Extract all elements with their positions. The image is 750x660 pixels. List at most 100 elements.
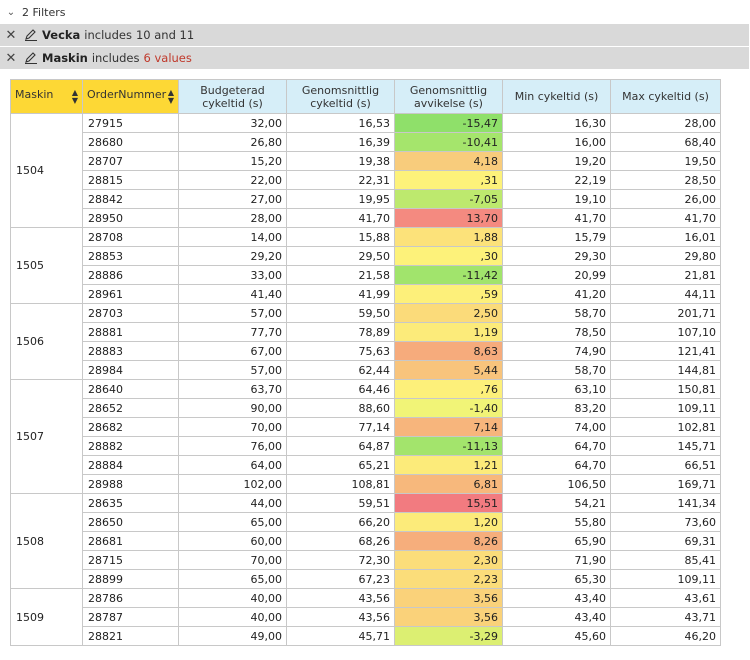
filter-row[interactable]: ✕ Maskin includes 6 values: [0, 47, 749, 69]
avg-cycle-cell: 59,51: [286, 493, 395, 513]
budget-cell: 49,00: [178, 626, 287, 646]
min-cycle-cell: 43,40: [502, 607, 611, 627]
avg-deviation-cell: 1,19: [394, 322, 503, 342]
order-number-cell: 28680: [82, 132, 179, 152]
max-cycle-cell: 144,81: [610, 360, 721, 380]
close-icon[interactable]: ✕: [5, 50, 17, 66]
max-cycle-cell: 19,50: [610, 151, 721, 171]
budget-cell: 102,00: [178, 474, 287, 494]
avg-cycle-cell: 78,89: [286, 322, 395, 342]
min-cycle-cell: 19,10: [502, 189, 611, 209]
min-cycle-cell: 83,20: [502, 398, 611, 418]
min-cycle-cell: 78,50: [502, 322, 611, 342]
max-cycle-cell: 44,11: [610, 284, 721, 304]
close-icon[interactable]: ✕: [5, 27, 17, 43]
avg-deviation-cell: ,59: [394, 284, 503, 304]
max-cycle-cell: 28,00: [610, 113, 721, 133]
avg-deviation-cell: 8,26: [394, 531, 503, 551]
order-number-cell: 28899: [82, 569, 179, 589]
max-cycle-cell: 121,41: [610, 341, 721, 361]
avg-cycle-cell: 15,88: [286, 227, 395, 247]
pencil-icon[interactable]: [20, 29, 42, 41]
maskin-cell: 1507: [10, 379, 83, 494]
budget-cell: 57,00: [178, 360, 287, 380]
avg-deviation-cell: -15,47: [394, 113, 503, 133]
avg-cycle-cell: 21,58: [286, 265, 395, 285]
filters-header[interactable]: ⌄ 2 Filters: [0, 0, 750, 24]
table-row: 28884 64,00 65,21 1,21 64,70 66,51: [11, 455, 721, 475]
filter-condition: includes: [91, 51, 140, 65]
max-cycle-cell: 41,70: [610, 208, 721, 228]
avg-cycle-cell: 62,44: [286, 360, 395, 380]
order-number-cell: 28815: [82, 170, 179, 190]
column-header-min-cykeltid[interactable]: Min cykeltid (s): [502, 79, 611, 114]
table-row: 1508 28635 44,00 59,51 15,51 54,21 141,34: [10, 493, 721, 589]
avg-deviation-cell: 1,88: [394, 227, 503, 247]
maskin-cell: 1506: [10, 303, 83, 380]
avg-cycle-cell: 75,63: [286, 341, 395, 361]
table-row: 28650 65,00 66,20 1,20 55,80 73,60: [11, 512, 721, 532]
avg-deviation-cell: ,30: [394, 246, 503, 266]
min-cycle-cell: 54,21: [502, 493, 611, 513]
avg-deviation-cell: 1,21: [394, 455, 503, 475]
max-cycle-cell: 21,81: [610, 265, 721, 285]
table-row: 28961 41,40 41,99,59 41,20 44,11: [11, 284, 721, 304]
sort-icon[interactable]: ▲ ▼: [167, 88, 174, 105]
column-header-maskin[interactable]: Maskin ▲ ▼: [10, 79, 83, 114]
filter-row[interactable]: ✕ Vecka includes 10 and 11: [0, 24, 749, 46]
chevron-down-icon[interactable]: ⌄: [6, 6, 16, 18]
avg-cycle-cell: 19,38: [286, 151, 395, 171]
avg-deviation-cell: 2,23: [394, 569, 503, 589]
order-number-cell: 28787: [82, 607, 179, 627]
avg-cycle-cell: 72,30: [286, 550, 395, 570]
budget-cell: 63,70: [178, 379, 287, 399]
avg-cycle-cell: 88,60: [286, 398, 395, 418]
pencil-icon[interactable]: [20, 52, 42, 64]
column-header-ordernummer[interactable]: OrderNummer ▲ ▼: [82, 79, 179, 114]
min-cycle-cell: 74,00: [502, 417, 611, 437]
order-number-cell: 28650: [82, 512, 179, 532]
table-row: 28707 15,20 19,38 4,18 19,20 19,50: [11, 151, 721, 171]
min-cycle-cell: 58,70: [502, 303, 611, 323]
column-header-max-cykeltid[interactable]: Max cykeltid (s): [610, 79, 721, 114]
min-cycle-cell: 41,20: [502, 284, 611, 304]
avg-cycle-cell: 65,21: [286, 455, 395, 475]
filter-field: Vecka: [42, 28, 81, 42]
order-number-cell: 28961: [82, 284, 179, 304]
min-cycle-cell: 74,90: [502, 341, 611, 361]
filter-value: 6 values: [143, 51, 192, 65]
column-header-budgeterad[interactable]: Budgeterad cykeltid (s): [178, 79, 287, 114]
order-number-cell: 28715: [82, 550, 179, 570]
avg-deviation-cell: -1,40: [394, 398, 503, 418]
budget-cell: 77,70: [178, 322, 287, 342]
order-number-cell: 28682: [82, 417, 179, 437]
avg-cycle-cell: 22,31: [286, 170, 395, 190]
budget-cell: 29,20: [178, 246, 287, 266]
min-cycle-cell: 45,60: [502, 626, 611, 646]
order-number-cell: 28681: [82, 531, 179, 551]
avg-cycle-cell: 67,23: [286, 569, 395, 589]
min-cycle-cell: 16,00: [502, 132, 611, 152]
max-cycle-cell: 16,01: [610, 227, 721, 247]
sort-icon[interactable]: ▲ ▼: [71, 88, 78, 105]
column-header-genomsnittlig-cykeltid[interactable]: Genomsnittlig cykeltid (s): [286, 79, 395, 114]
min-cycle-cell: 15,79: [502, 227, 611, 247]
avg-cycle-cell: 29,50: [286, 246, 395, 266]
max-cycle-cell: 26,00: [610, 189, 721, 209]
filter-condition: includes: [84, 28, 132, 42]
filter-field: Maskin: [42, 51, 88, 65]
table-row: 28886 33,00 21,58 -11,42 20,99 21,81: [11, 265, 721, 285]
max-cycle-cell: 169,71: [610, 474, 721, 494]
table-row: 28881 77,70 78,89 1,19 78,50 107,10: [11, 322, 721, 342]
pivot-table-container: Maskin ▲ ▼ OrderNummer ▲ ▼ Budgeterad cyke…: [10, 79, 721, 646]
min-cycle-cell: 29,30: [502, 246, 611, 266]
avg-deviation-cell: 5,44: [394, 360, 503, 380]
budget-cell: 33,00: [178, 265, 287, 285]
order-number-cell: 28984: [82, 360, 179, 380]
table-row: 28950 28,00 41,70 13,70 41,70 41,70: [11, 208, 721, 228]
avg-deviation-cell: 2,50: [394, 303, 503, 323]
max-cycle-cell: 43,61: [610, 588, 721, 608]
table-row: 28984 57,00 62,44 5,44 58,70 144,81: [11, 360, 721, 380]
min-cycle-cell: 63,10: [502, 379, 611, 399]
column-header-genomsnittlig-avvikelse[interactable]: Genomsnittlig avvikelse (s): [394, 79, 503, 114]
